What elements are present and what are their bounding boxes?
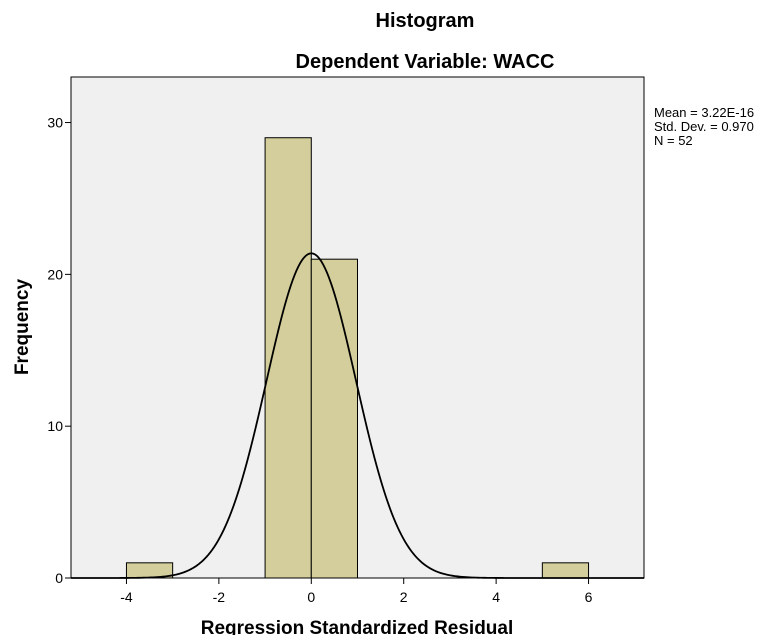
y-tick-label: 30 — [47, 115, 63, 131]
x-tick-label: 2 — [400, 589, 408, 605]
y-tick-label: 10 — [47, 418, 63, 434]
x-axis-label: Regression Standardized Residual — [201, 618, 514, 635]
x-tick-label: 6 — [585, 589, 593, 605]
x-tick-label: 4 — [492, 589, 500, 605]
histogram-bars — [125, 137, 590, 579]
normal-curve — [71, 252, 644, 579]
histogram-bar-1 — [264, 137, 312, 579]
x-tick-label: 0 — [307, 589, 315, 605]
axes: -4 -2 0 2 4 6 0 10 20 30 — [47, 115, 592, 605]
x-tick-label: -4 — [120, 589, 133, 605]
stats-box: Mean = 3.22E-16 Std. Dev. = 0.970 N = 52 — [654, 105, 754, 148]
chart-subtitle: Dependent Variable: WACC — [296, 51, 555, 73]
x-tick-label: -2 — [213, 589, 226, 605]
y-tick-label: 20 — [47, 266, 63, 282]
stat-mean: Mean = 3.22E-16 — [654, 105, 754, 120]
y-tick-label: 0 — [55, 570, 63, 586]
chart-title: Histogram — [376, 10, 475, 32]
histogram-bar-3 — [541, 562, 590, 579]
histogram-bar-2 — [310, 258, 358, 579]
stat-n: N = 52 — [654, 133, 693, 148]
y-axis-label: Frequency — [12, 279, 33, 376]
stat-std-dev: Std. Dev. = 0.970 — [654, 119, 754, 134]
